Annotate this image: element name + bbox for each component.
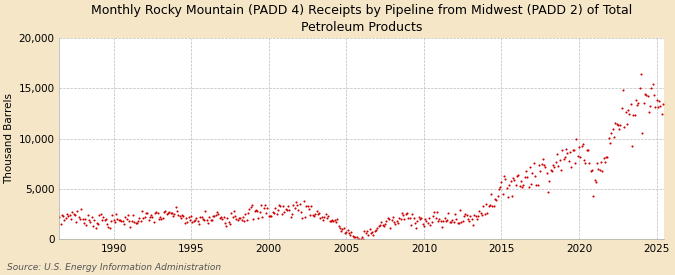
Title: Monthly Rocky Mountain (PADD 4) Receipts by Pipeline from Midwest (PADD 2) of To: Monthly Rocky Mountain (PADD 4) Receipts… — [91, 4, 632, 34]
Text: Source: U.S. Energy Information Administration: Source: U.S. Energy Information Administ… — [7, 263, 221, 272]
Y-axis label: Thousand Barrels: Thousand Barrels — [4, 93, 14, 184]
